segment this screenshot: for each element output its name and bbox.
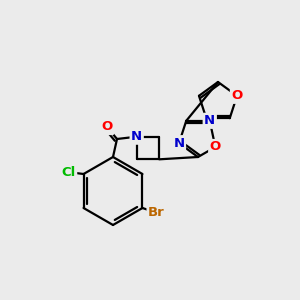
Text: Br: Br [148, 206, 165, 218]
Text: Cl: Cl [61, 166, 76, 178]
Text: O: O [101, 121, 112, 134]
Text: N: N [131, 130, 142, 143]
Text: O: O [231, 89, 243, 102]
Text: N: N [204, 114, 215, 127]
Text: N: N [173, 137, 184, 150]
Text: O: O [210, 140, 221, 154]
